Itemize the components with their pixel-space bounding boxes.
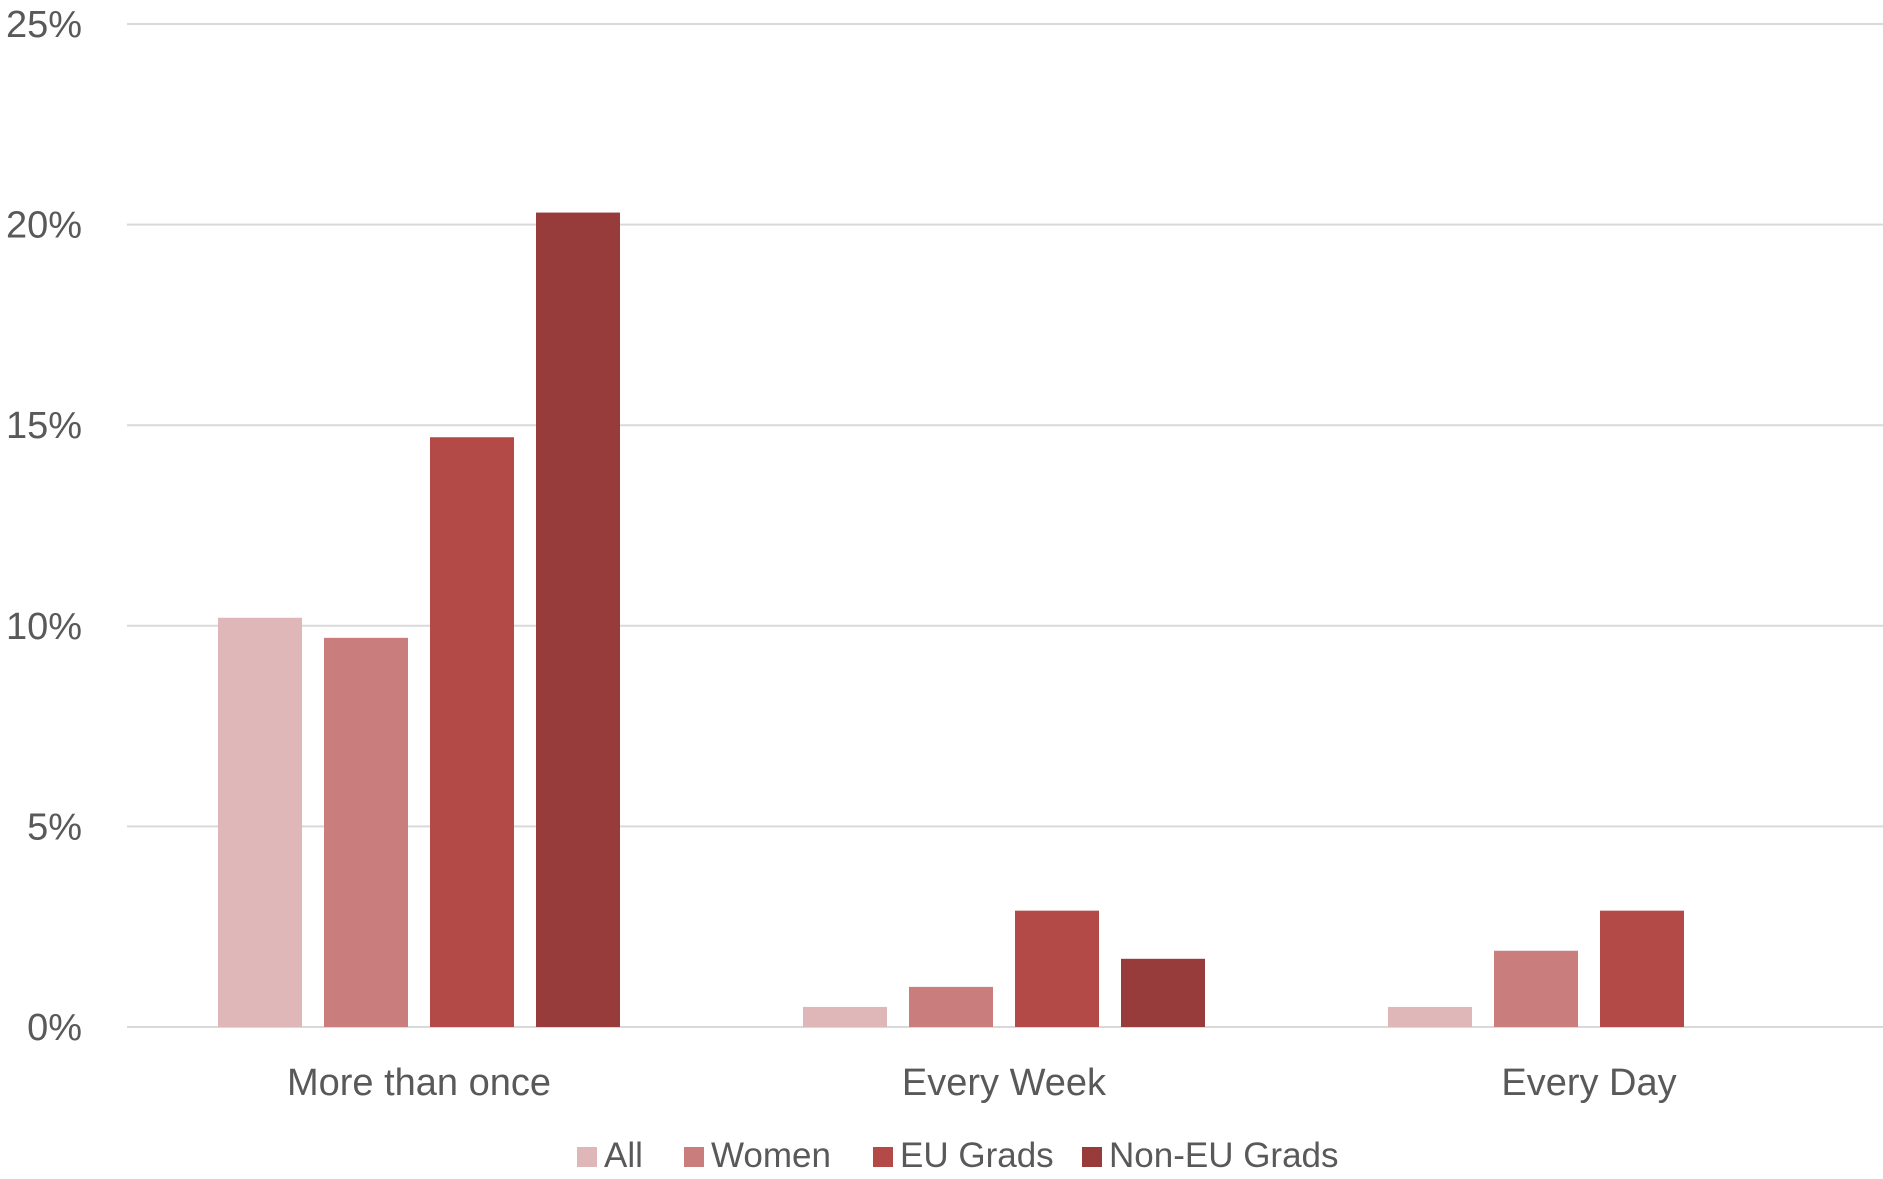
- legend-label-all: All: [604, 1136, 643, 1174]
- bar-eu-grads-more-than-once: [430, 437, 514, 1028]
- x-axis-category-labels: More than once Every Week Every Day: [287, 1062, 1677, 1104]
- y-tick-label: 20%: [6, 205, 82, 247]
- legend-label-women: Women: [711, 1136, 831, 1174]
- bar-non-eu-grads-more-than-once: [536, 212, 620, 1028]
- bar-eu-grads-every-week: [1015, 910, 1099, 1027]
- legend-swatch-non-eu-grads: [1082, 1147, 1102, 1167]
- y-tick-label: 15%: [6, 405, 82, 447]
- legend-swatch-women: [684, 1147, 704, 1167]
- y-axis-tick-labels: 0% 5% 10% 15% 20% 25%: [6, 4, 82, 1049]
- bar-non-eu-grads-every-week: [1121, 958, 1205, 1027]
- legend-label-non-eu-grads: Non-EU Grads: [1109, 1136, 1339, 1174]
- bars: [218, 212, 1684, 1028]
- y-tick-label: 5%: [27, 806, 82, 848]
- legend: All Women EU Grads Non-EU Grads: [577, 1136, 1339, 1175]
- legend-swatch-eu-grads: [873, 1147, 893, 1167]
- legend-swatch-all: [577, 1147, 597, 1167]
- y-tick-label: 10%: [6, 606, 82, 648]
- legend-label-eu-grads: EU Grads: [900, 1136, 1054, 1174]
- bar-women-every-day: [1494, 950, 1578, 1027]
- x-category-label: Every Day: [1501, 1062, 1676, 1104]
- bar-all-every-week: [803, 1006, 887, 1027]
- gridlines: [127, 23, 1883, 1028]
- bar-eu-grads-every-day: [1600, 910, 1684, 1027]
- x-category-label: More than once: [287, 1062, 551, 1104]
- bar-all-every-day: [1388, 1006, 1472, 1027]
- y-tick-label: 25%: [6, 4, 82, 46]
- bar-women-more-than-once: [324, 637, 408, 1027]
- y-tick-label: 0%: [27, 1007, 82, 1049]
- x-category-label: Every Week: [902, 1062, 1107, 1104]
- bar-women-every-week: [909, 986, 993, 1027]
- bar-all-more-than-once: [218, 617, 302, 1027]
